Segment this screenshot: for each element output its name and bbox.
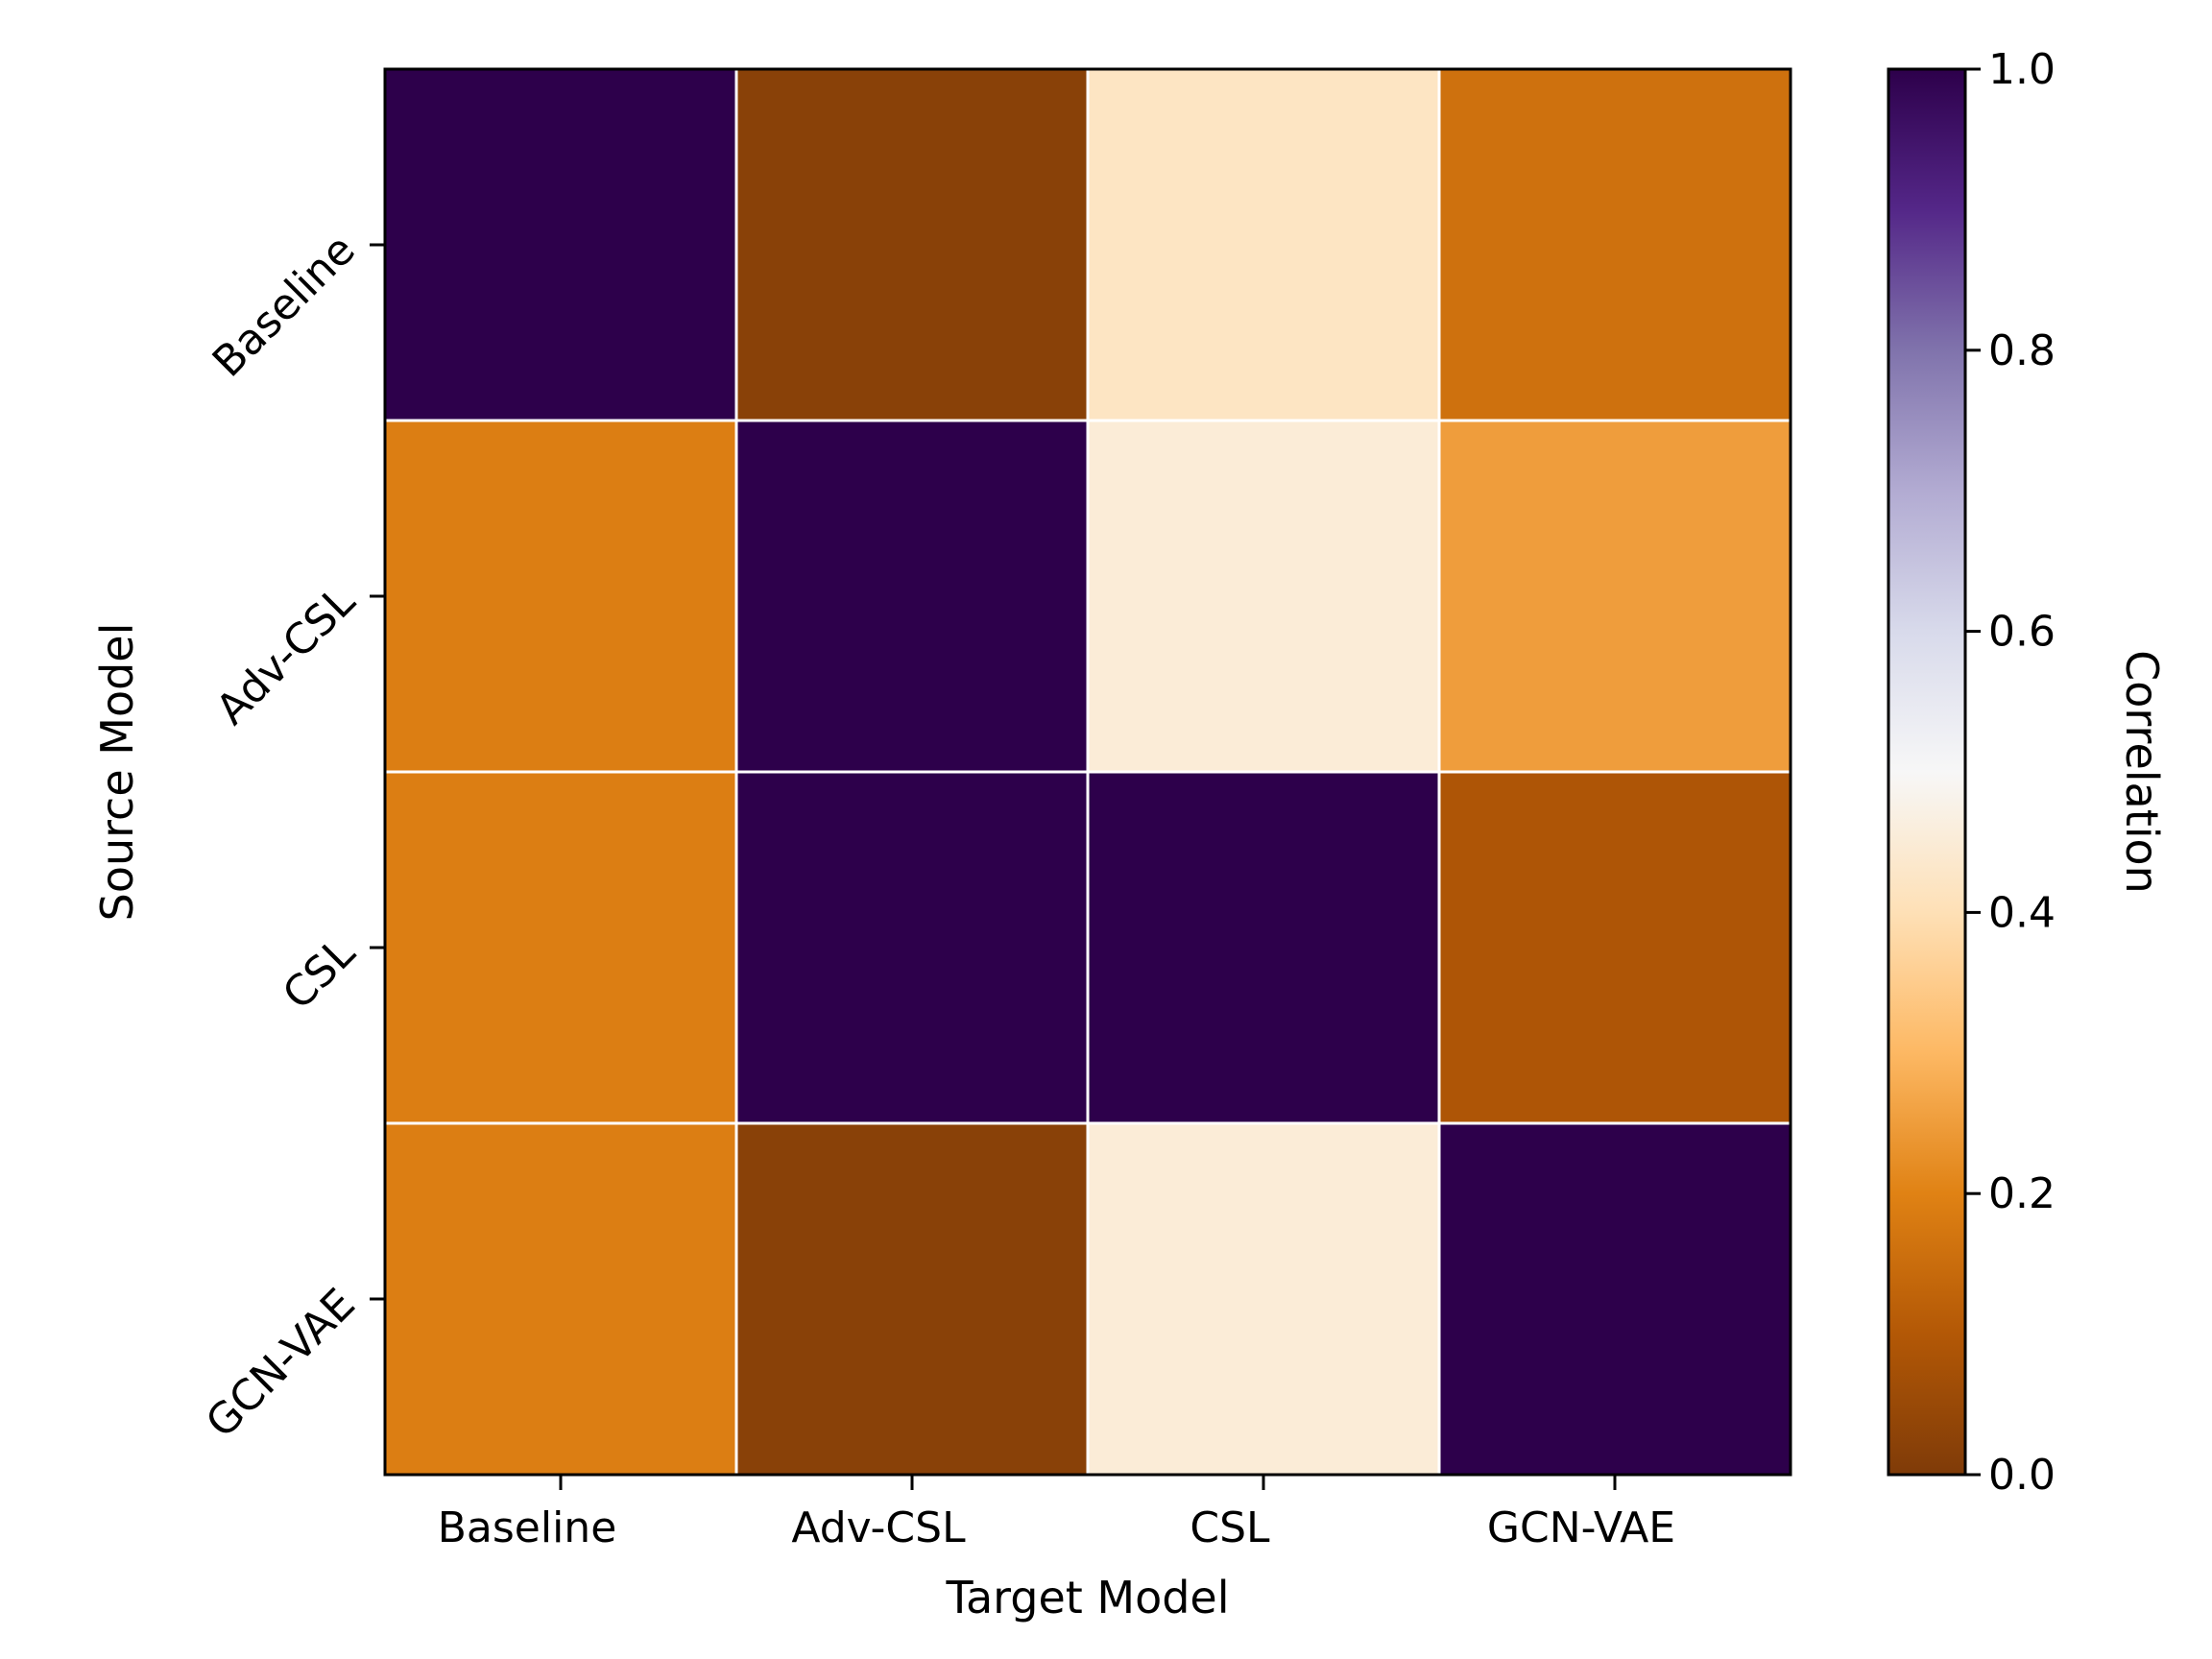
heatmap-cell (734, 419, 1090, 774)
y-tick-label: GCN-VAE (197, 1280, 365, 1448)
x-tick-label: Adv-CSL (791, 1503, 966, 1552)
y-tick-label: Baseline (204, 226, 365, 387)
x-tick-label: Baseline (438, 1503, 617, 1552)
heatmap-cell (1437, 770, 1792, 1125)
colorbar-ticks: 0.0 0.2 0.4 0.6 0.8 1.0 (1965, 45, 2056, 1500)
heatmap-cell (1437, 1121, 1792, 1477)
heatmap-cells (383, 67, 1792, 1477)
heatmap-cell (734, 67, 1090, 422)
colorbar-tick-label: 0.0 (1988, 1451, 2056, 1500)
heatmap-cell (1437, 67, 1792, 422)
x-axis-ticks: Baseline Adv-CSL CSL GCN-VAE (438, 1475, 1675, 1552)
colorbar-tick-label: 0.8 (1988, 326, 2056, 375)
colorbar-label: Correlation (2116, 650, 2168, 894)
y-axis-title: Source Model (91, 623, 143, 922)
y-tick-label: Adv-CSL (207, 576, 366, 734)
x-tick-label: CSL (1190, 1503, 1270, 1552)
heatmap-cell (1437, 419, 1792, 774)
heatmap-cell (1086, 419, 1441, 774)
y-tick-label: CSL (274, 927, 365, 1019)
colorbar (1887, 67, 1967, 1477)
colorbar-tick-label: 0.6 (1988, 608, 2056, 657)
heatmap-cell (383, 770, 738, 1125)
heatmap-cell (734, 1121, 1090, 1477)
heatmap-cell (383, 419, 738, 774)
y-axis-ticks: Baseline Adv-CSL CSL GCN-VAE (197, 226, 385, 1448)
colorbar-tick-label: 1.0 (1988, 45, 2056, 94)
x-axis-title: Target Model (945, 1572, 1229, 1623)
colorbar-tick-label: 0.4 (1988, 888, 2056, 937)
plot-frame (383, 67, 1792, 1477)
heatmap-cell (734, 770, 1090, 1125)
heatmap-cell (383, 1121, 738, 1477)
heatmap-cell (1086, 67, 1441, 422)
heatmap-cell (383, 67, 738, 422)
x-tick-label: GCN-VAE (1487, 1503, 1675, 1552)
colorbar-tick-label: 0.2 (1988, 1169, 2056, 1218)
heatmap-cell (1086, 770, 1441, 1125)
heatmap-cell (1086, 1121, 1441, 1477)
